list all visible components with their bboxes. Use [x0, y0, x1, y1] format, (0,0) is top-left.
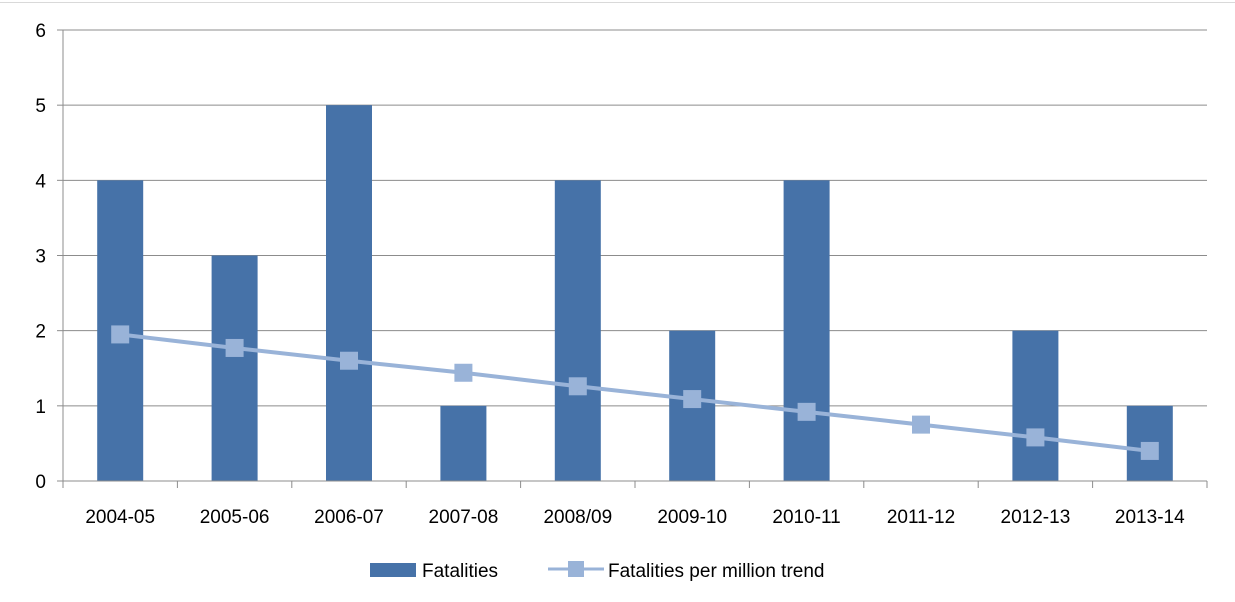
trend-point-2010-11	[797, 402, 816, 421]
bar-2006-07	[326, 105, 372, 482]
bar-2008/09	[554, 180, 601, 482]
legend: Fatalities Fatalities per million trend	[370, 561, 824, 582]
trend-point-2004-05	[111, 325, 130, 344]
legend-fatalities-label: Fatalities	[422, 561, 498, 582]
trend-point-2009-10	[683, 390, 702, 409]
legend-trend-label: Fatalities per million trend	[608, 561, 824, 582]
trend-line-path	[119, 332, 1151, 453]
bar-2010-11	[783, 180, 830, 482]
y-tick-labels: 0 1 2 3 4 5 6	[35, 21, 46, 493]
x-tick-label: 2005-06	[200, 507, 270, 528]
trend-point-2012-13	[1026, 428, 1045, 447]
x-tick-label: 2011-12	[887, 507, 955, 528]
y-tick-label: 0	[35, 472, 46, 493]
x-tick-label: 2008/09	[543, 507, 612, 528]
y-tick-label: 6	[35, 21, 46, 42]
x-tick-label: 2010-11	[772, 507, 840, 528]
x-tick-label: 2013-14	[1115, 507, 1185, 528]
trend-line	[111, 325, 1159, 460]
x-tick-label: 2007-08	[429, 507, 499, 528]
legend-fatalities-swatch	[370, 563, 416, 577]
trend-point-2013-14	[1140, 441, 1159, 460]
bar-2007-08	[440, 405, 487, 481]
y-tick-label: 4	[35, 171, 46, 192]
trend-point-2008/09	[568, 377, 587, 396]
trend-point-2005-06	[225, 338, 244, 357]
x-tick-label: 2004-05	[85, 507, 155, 528]
y-tick-label: 2	[35, 322, 46, 343]
trend-point-2007-08	[454, 363, 473, 382]
legend-trend-marker	[568, 561, 584, 577]
bar-2012-13	[1012, 330, 1059, 481]
trend-point-2006-07	[340, 351, 358, 370]
y-tick-label: 5	[35, 96, 46, 117]
y-tick-label: 3	[35, 247, 46, 268]
x-tick-labels: 2004-05 2005-06 2006-07 2007-08 2008/09 2009-…	[85, 507, 1185, 528]
top-border	[0, 2, 1235, 3]
x-tick-label: 2009-10	[657, 507, 727, 528]
y-tick-label: 1	[35, 397, 46, 418]
bars	[97, 105, 1173, 482]
x-tick-label: 2012-13	[1001, 507, 1071, 528]
axes	[57, 29, 1208, 488]
x-tick-label: 2006-07	[314, 507, 384, 528]
trend-point-2011-12	[912, 415, 930, 434]
bar-2005-06	[211, 255, 258, 481]
